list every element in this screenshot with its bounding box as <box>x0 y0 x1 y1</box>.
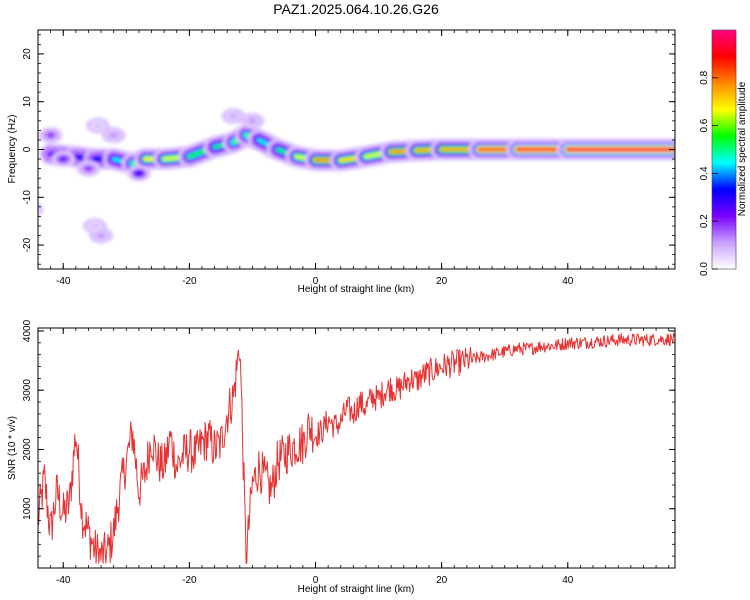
snr-frame <box>37 327 676 569</box>
x-tick-label: 40 <box>562 575 574 586</box>
x-tick-label: 0 <box>313 276 319 287</box>
x-tick-label: 0 <box>313 575 319 586</box>
spectrogram-blob <box>248 118 257 124</box>
snr-background <box>38 328 675 568</box>
spectrogram-blob <box>38 206 39 212</box>
spectrogram-blob <box>59 156 67 162</box>
spectrogram-blob <box>135 171 143 176</box>
spectrogram-blob <box>229 113 238 119</box>
spectrogram-blob <box>94 123 102 128</box>
y-tick-label: 10 <box>22 96 33 108</box>
spectrogram-blob <box>38 202 44 217</box>
spectrogram-blob <box>47 132 55 138</box>
spectrogram-blob <box>28 207 35 212</box>
colorbar-tick-label: 0.8 <box>699 70 710 84</box>
colorbar-frame <box>711 29 737 270</box>
y-tick-label: 4000 <box>22 319 33 342</box>
colorbar-tick-label: 0.6 <box>699 118 710 132</box>
snr-series-line <box>38 332 675 564</box>
x-tick-label: -20 <box>182 276 197 287</box>
x-tick-label: -40 <box>56 575 71 586</box>
spectrogram-chart: -40 -20 0 20 40 -20 -10 0 10 20 Height of straigh… <box>7 29 676 295</box>
colorbar-tick-label: 0.4 <box>699 166 710 180</box>
colorbar: 0.0 0.2 0.4 0.6 0.8 Normalized spectral ampl… <box>699 29 748 276</box>
y-tick-label: 20 <box>22 48 33 60</box>
spectrogram-blob <box>91 223 99 229</box>
spectrogram-ylabel: Frequency (Hz) <box>7 115 18 184</box>
x-tick-label: -20 <box>182 575 197 586</box>
y-tick-label: 1000 <box>22 497 33 520</box>
y-tick-label: 2000 <box>22 438 33 461</box>
x-tick-label: 20 <box>436 276 448 287</box>
spectrogram-blob <box>97 233 105 238</box>
spectrogram-blob <box>84 166 93 172</box>
snr-xlabel: Height of straight line (km) <box>298 584 415 595</box>
colorbar-label: Normalized spectral amplitude <box>737 81 748 216</box>
spectrogram-blob <box>110 132 118 138</box>
snr-ylabel: SNR (10 * v/v) <box>7 416 18 480</box>
x-tick-label: 40 <box>562 276 574 287</box>
spectrogram-xlabel: Height of straight line (km) <box>298 284 415 295</box>
figure-title: PAZ1.2025.064.10.26.G26 <box>273 1 439 17</box>
colorbar-tick-label: 0.0 <box>699 262 710 276</box>
x-tick-label: -40 <box>56 276 71 287</box>
colorbar-tick-label: 0.2 <box>699 214 710 228</box>
y-tick-label: -20 <box>22 237 33 252</box>
y-tick-label: 3000 <box>22 379 33 402</box>
snr-chart: -40 -20 0 20 40 1000 2000 3000 4000 Height of st… <box>7 319 676 595</box>
y-tick-label: -10 <box>22 190 33 205</box>
colorbar-gradient <box>712 30 736 269</box>
y-tick-label: 0 <box>22 146 33 152</box>
x-tick-label: 20 <box>436 575 448 586</box>
